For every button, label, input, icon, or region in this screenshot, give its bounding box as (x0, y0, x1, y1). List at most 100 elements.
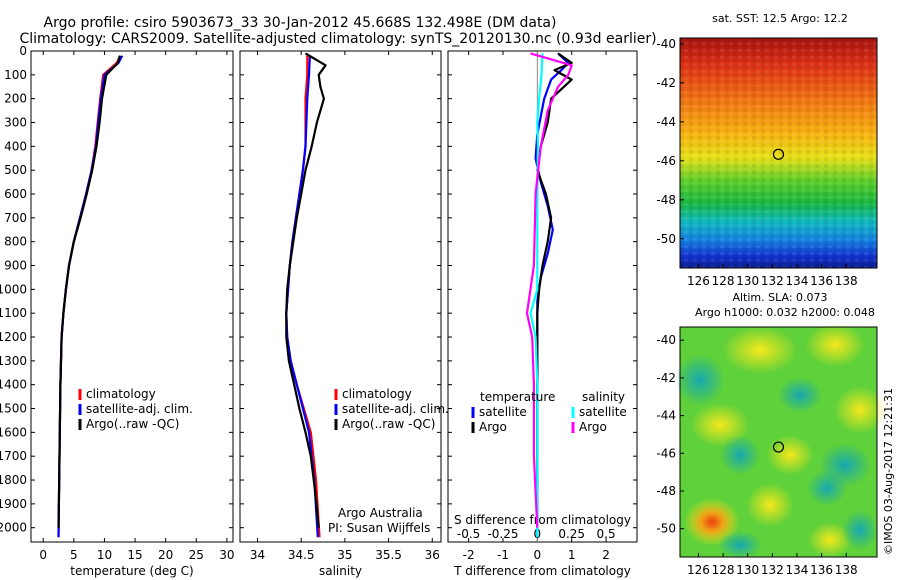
salinity-x-tick-label: 35 (337, 548, 352, 562)
depth-tick-label: 1400 (0, 378, 27, 392)
sla-feature (746, 483, 794, 527)
sla-feature (766, 435, 814, 475)
depth-tick-label: 700 (4, 211, 27, 225)
depth-tick-label: 1500 (0, 402, 27, 416)
differences-x-tick-label: -2 (463, 548, 475, 562)
figure-titles: Argo profile: csiro 5903673_33 30-Jan-20… (19, 15, 656, 47)
sla_map-x-tick-label: 126 (687, 563, 710, 577)
sst_map-y-tick-label: -46 (656, 154, 676, 168)
difference-panel: -2 -1 0 1 2 T difference from climatology -0.5… (447, 50, 638, 578)
legend-label: Argo (479, 420, 507, 434)
depth-tick-label: 300 (4, 116, 27, 130)
legend-label: satellite-adj. clim. (86, 402, 193, 416)
temperature-x-tick-label: 30 (219, 548, 234, 562)
legend-label: climatology (342, 387, 412, 401)
temperature-x-tick-label: 0 (39, 548, 47, 562)
sst-map-panel: 126 128 130 132 134 136 138 -40 -42 -44 -46 -48 -50 s… (656, 12, 878, 288)
temperature-x-tick-label: 5 (70, 548, 78, 562)
sla_map-title: Altim. SLA: 0.073 (732, 291, 827, 304)
sst_map-x-tick-label: 136 (810, 274, 833, 288)
differences-x-tick-label: 2 (602, 548, 610, 562)
sla_map-y-tick-label: -46 (656, 446, 676, 460)
differences-x-tick-label: 0 (534, 548, 542, 562)
sst_map-x-tick-label: 126 (687, 274, 710, 288)
depth-tick-label: 800 (4, 235, 27, 249)
depth-tick-label: 900 (4, 259, 27, 273)
salinity-diff-tick-label: -0.5 (457, 527, 480, 541)
sla-feature (807, 470, 847, 506)
differences-x-tick-label: -1 (497, 548, 509, 562)
depth-tick-label: 1600 (0, 425, 27, 439)
sst_map-x-tick-label: 130 (736, 274, 759, 288)
legend-label: Argo(..raw -QC) (86, 417, 179, 431)
depth-tick-label: 500 (4, 163, 27, 177)
sla_map-y-tick-label: -44 (656, 409, 676, 423)
legend-label: satellite-adj. clim. (342, 402, 449, 416)
salinity-axes-frame (239, 50, 442, 543)
salinity-x-tick-label: 34.5 (288, 548, 315, 562)
sst_map-y-tick-label: -42 (656, 76, 676, 90)
sst_map-y-tick-label: -44 (656, 115, 676, 129)
salinity-diff-tick-label: 0.25 (558, 527, 585, 541)
salinity-panel: 34 34.5 35 35.5 36 salinity climatologysatelli… (239, 50, 449, 578)
sla-map-panel: 126 128 130 132 134 136 138 -40 -42 -44 -46 -48 -50 A… (656, 291, 886, 577)
salinity-x-tick-label: 34 (250, 548, 265, 562)
sla-feature (718, 531, 762, 559)
sla_map-x-tick-label: 138 (835, 563, 858, 577)
sst_map-y-tick-label: -50 (656, 232, 676, 246)
sla-feature (805, 323, 865, 367)
sla_map-subtitle: Argo h1000: 0.032 h2000: 0.048 (695, 306, 875, 319)
sst_map-x-tick-label: 132 (761, 274, 784, 288)
sst_map-y-tick-label: -48 (656, 193, 676, 207)
timestamp-watermark: ©IMOS 03-Aug-2017 12:21:31 (882, 388, 895, 555)
temperature-axes-frame (30, 50, 234, 543)
sst_map-title: sat. SST: 12.5 Argo: 12.2 (712, 12, 848, 25)
title-line-2: Climatology: CARS2009. Satellite-adjuste… (19, 31, 656, 47)
sla-feature (684, 498, 740, 546)
legend-label: satellite (579, 405, 627, 419)
sla_map-x-tick-label: 128 (712, 563, 735, 577)
salinity-x-axis-label: salinity (319, 564, 362, 578)
sst-map-frame (679, 37, 878, 269)
salinity-series-line (285, 52, 327, 528)
depth-tick-label: 1100 (0, 306, 27, 320)
temperature-panel: 0100200300400500600700800900100011001200… (0, 44, 235, 578)
salinity-diff-tick-label: -0.25 (487, 527, 518, 541)
differences-series-line (529, 53, 544, 538)
depth-tick-label: 1900 (0, 497, 27, 511)
legend-label: Argo(..raw -QC) (342, 417, 435, 431)
sla-feature (722, 326, 798, 374)
depth-tick-label: 0 (19, 44, 27, 58)
legend-title-temperature: temperature (480, 390, 555, 404)
differences-x-tick-label: 1 (568, 548, 576, 562)
sla-feature (842, 510, 878, 550)
differences-axes-frame (447, 50, 638, 543)
salinity-x-tick-label: 36 (425, 548, 440, 562)
argo-location-marker (772, 148, 785, 160)
legend-title-salinity: salinity (582, 390, 625, 404)
depth-tick-label: 1000 (0, 282, 27, 296)
depth-tick-label: 400 (4, 139, 27, 153)
sst-map-texture (680, 38, 877, 268)
salinity-diff-tick-label: 0.5 (597, 527, 616, 541)
pi-text: PI: Susan Wijffels (328, 521, 430, 535)
sla_map-x-tick-label: 130 (736, 563, 759, 577)
sst_map-x-tick-label: 138 (835, 274, 858, 288)
sla-feature (778, 377, 822, 413)
sla_map-x-tick-label: 134 (786, 563, 809, 577)
differences-x-axis-label: T difference from climatology (453, 564, 631, 578)
temperature-x-axis-label: temperature (deg C) (70, 564, 193, 578)
temperature-x-tick-label: 25 (189, 548, 204, 562)
sla_map-y-tick-label: -42 (656, 371, 676, 385)
sla_map-y-tick-label: -50 (656, 522, 676, 536)
sla-feature (720, 435, 760, 475)
sla_map-x-tick-label: 132 (761, 563, 784, 577)
argo-location-marker (772, 441, 785, 453)
depth-tick-label: 100 (4, 68, 27, 82)
depth-tick-label: 1300 (0, 354, 27, 368)
salinity-diff-axis-label: S difference from climatology (454, 513, 631, 527)
depth-tick-label: 1800 (0, 473, 27, 487)
sla_map-y-tick-label: -48 (656, 484, 676, 498)
sla-map-frame (679, 326, 878, 558)
